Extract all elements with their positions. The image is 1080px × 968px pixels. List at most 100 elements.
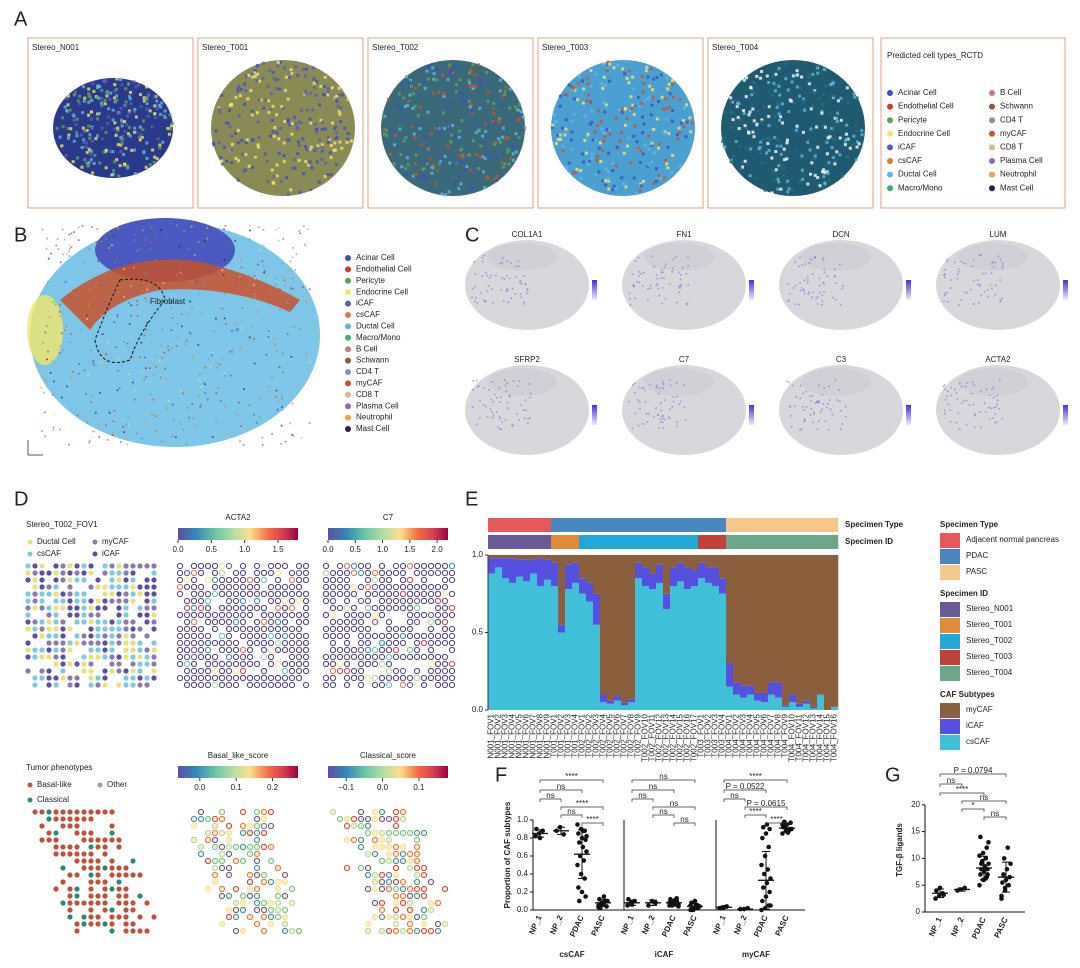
tissue-spot bbox=[577, 81, 581, 85]
tissue-spot bbox=[493, 177, 497, 181]
spot bbox=[95, 921, 101, 927]
umap-cell bbox=[206, 398, 209, 401]
umap-cell bbox=[49, 371, 52, 374]
spot bbox=[378, 927, 386, 935]
umap-cell bbox=[179, 389, 182, 392]
tissue-spot bbox=[812, 90, 816, 94]
legend-label: myCAF bbox=[356, 379, 383, 388]
tissue-spot bbox=[405, 156, 409, 160]
expr-cell bbox=[659, 421, 662, 424]
significance: ns bbox=[638, 791, 646, 800]
legend-label: Ductal Cell bbox=[37, 537, 76, 546]
tissue-spot bbox=[777, 164, 781, 168]
annotation-cell bbox=[488, 518, 496, 532]
spot bbox=[60, 865, 66, 871]
tissue-spot bbox=[742, 112, 746, 116]
legend-label: Stereo_T004 bbox=[966, 668, 1013, 677]
spot bbox=[260, 653, 268, 661]
umap-cell bbox=[271, 432, 274, 435]
tissue-spot bbox=[482, 170, 486, 174]
spot bbox=[329, 569, 337, 577]
annotation-cell bbox=[509, 518, 517, 532]
tissue-spot bbox=[737, 102, 741, 106]
tissue-spot bbox=[397, 92, 401, 96]
tissue-spot bbox=[270, 168, 274, 172]
spot bbox=[343, 611, 351, 619]
annotation-cell bbox=[537, 535, 545, 549]
spot bbox=[144, 591, 150, 597]
tissue-spot bbox=[838, 136, 842, 140]
tissue-spot bbox=[773, 89, 777, 93]
spot bbox=[190, 625, 198, 633]
tissue-spot bbox=[775, 144, 779, 148]
legend-label: myCAF bbox=[966, 705, 993, 714]
tissue-spot bbox=[751, 130, 755, 134]
spot bbox=[378, 639, 386, 647]
legend-box bbox=[880, 37, 1066, 209]
tissue-spot bbox=[425, 162, 429, 166]
spot bbox=[102, 591, 108, 597]
tissue-spot bbox=[305, 108, 309, 112]
spot bbox=[295, 562, 303, 570]
x-tick-label: T004_FOV11 bbox=[795, 713, 804, 761]
tissue-spot bbox=[90, 149, 94, 153]
spot bbox=[329, 646, 337, 654]
umap-cell bbox=[92, 363, 95, 366]
tissue-spot bbox=[569, 85, 573, 89]
umap-cell bbox=[200, 404, 203, 407]
umap-cell bbox=[103, 300, 106, 303]
tissue-spot bbox=[136, 83, 140, 87]
tissue-spot bbox=[800, 154, 804, 158]
tissue-spot bbox=[329, 144, 333, 148]
spot bbox=[116, 914, 122, 920]
spot bbox=[420, 892, 428, 900]
point bbox=[766, 844, 771, 850]
tissue-spot bbox=[236, 129, 240, 133]
tissue-spot bbox=[87, 94, 91, 98]
spot bbox=[399, 562, 407, 570]
expr-cell bbox=[639, 407, 642, 410]
tissue-spot bbox=[776, 187, 780, 191]
tissue-spot bbox=[132, 110, 136, 114]
umap-cell bbox=[146, 321, 149, 324]
spot bbox=[197, 843, 205, 851]
umap-cell bbox=[68, 247, 71, 250]
umap-cell bbox=[275, 389, 278, 392]
expr-cell bbox=[813, 256, 816, 259]
spot bbox=[357, 864, 365, 872]
umap-cell bbox=[47, 257, 50, 260]
spot bbox=[350, 674, 358, 682]
spot bbox=[274, 590, 282, 598]
expr-cell bbox=[831, 413, 834, 416]
tissue-spot bbox=[744, 127, 748, 131]
tissue-spot bbox=[505, 150, 509, 154]
annotation-cell bbox=[502, 535, 510, 549]
spot bbox=[218, 892, 226, 900]
legend-dot bbox=[345, 300, 351, 307]
spot bbox=[267, 639, 275, 647]
expr-cell bbox=[671, 405, 674, 408]
spot bbox=[116, 893, 122, 899]
tissue-spot bbox=[519, 110, 523, 114]
legend-swatch bbox=[940, 666, 960, 681]
spot bbox=[225, 618, 233, 626]
umap-cell bbox=[70, 376, 73, 379]
tissue-spot bbox=[760, 161, 764, 165]
spot bbox=[385, 681, 393, 689]
spot bbox=[81, 837, 87, 843]
tissue-spot bbox=[253, 69, 257, 73]
sample-box bbox=[537, 37, 704, 209]
tissue-spot bbox=[236, 89, 240, 93]
spot bbox=[190, 681, 198, 689]
tissue-spot bbox=[650, 141, 654, 145]
spot bbox=[39, 675, 45, 681]
panel-label: F bbox=[495, 764, 507, 786]
spot bbox=[109, 809, 115, 815]
tissue-spot bbox=[521, 115, 525, 119]
legend-dot bbox=[989, 171, 995, 178]
tissue-spot bbox=[614, 164, 618, 168]
tissue-spot bbox=[335, 136, 339, 140]
tissue-spot bbox=[660, 95, 664, 99]
tissue-spot bbox=[610, 188, 614, 192]
x-tick-label: T004_FOV6 bbox=[760, 713, 769, 757]
